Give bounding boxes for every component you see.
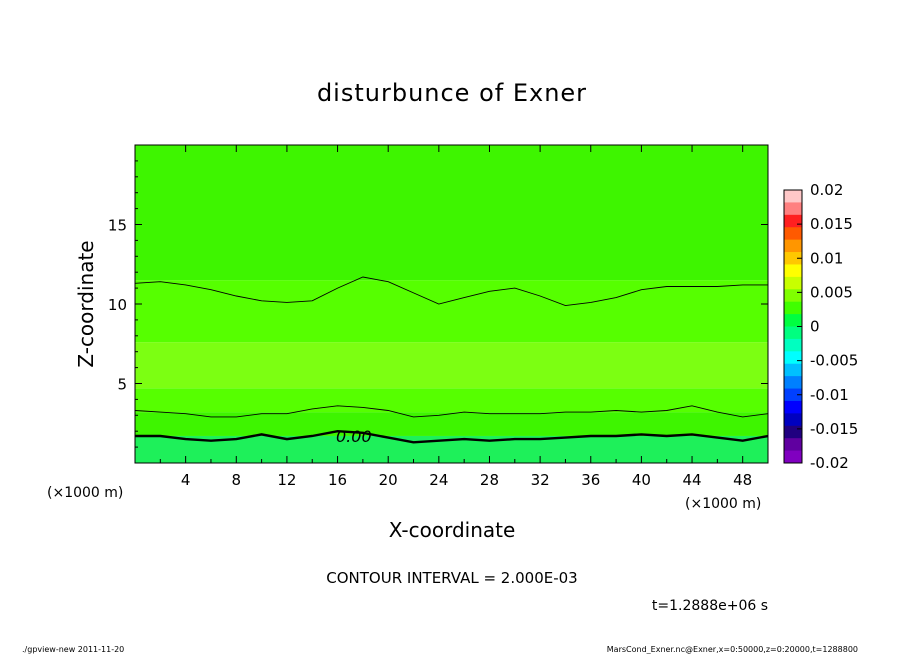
colorbar-swatch-10 (784, 314, 802, 327)
colorbar-label-7: -0.015 (810, 420, 858, 438)
colorbar-label-5: -0.005 (810, 352, 858, 370)
colorbar-swatch-16 (784, 388, 802, 402)
field-shading (135, 145, 768, 463)
x-tick-label-10: 44 (682, 471, 701, 489)
x-tick-label-9: 40 (632, 471, 651, 489)
x-tick-label-0: 4 (181, 471, 191, 489)
colorbar-label-2: 0.01 (810, 249, 843, 267)
x-unit-right: (×1000 m) (685, 496, 761, 512)
x-tick-label-5: 24 (429, 471, 448, 489)
colorbar-swatch-1 (784, 202, 802, 216)
x-tick-label-7: 32 (531, 471, 550, 489)
colorbar-swatch-11 (784, 326, 802, 340)
contour-line-2 (135, 276, 768, 307)
y-tick-label-2: 15 (108, 217, 127, 235)
x-tick-label-1: 8 (232, 471, 242, 489)
field-band-4 (135, 280, 768, 343)
colorbar-label-8: -0.02 (810, 454, 849, 472)
colorbar-swatch-21 (784, 450, 802, 464)
colorbar-swatch-9 (784, 301, 802, 315)
contour-interval-text: CONTOUR INTERVAL = 2.000E-03 (326, 569, 577, 587)
colorbar-swatch-17 (784, 400, 802, 414)
colorbar-swatch-7 (784, 276, 802, 290)
contour-line-1 (135, 405, 768, 418)
colorbar-swatch-0 (784, 190, 802, 203)
colorbar-label-4: 0 (810, 318, 820, 336)
time-text: t=1.2888e+06 s (652, 598, 768, 614)
chart-title: disturbunce of Exner (317, 79, 587, 107)
field-band-1 (135, 412, 768, 436)
x-tick-label-2: 12 (277, 471, 296, 489)
x-tick-label-11: 48 (733, 471, 752, 489)
x-tick-label-3: 16 (328, 471, 347, 489)
colorbar-swatch-6 (784, 264, 802, 278)
colorbar-label-1: 0.015 (810, 215, 853, 233)
colorbar-label-3: 0.005 (810, 283, 853, 301)
colorbar-swatch-2 (784, 214, 802, 228)
x-tick-label-4: 20 (379, 471, 398, 489)
colorbar-swatch-19 (784, 425, 802, 439)
y-axis-ticks: 5 10 15 (108, 160, 768, 448)
x-axis-label: X-coordinate (389, 518, 516, 542)
colorbar-swatch-12 (784, 338, 802, 352)
x-axis-ticks: 4 8 12 16 20 24 28 32 36 40 44 48 (159, 145, 752, 489)
y-tick-label-0: 5 (117, 376, 127, 394)
colorbar-swatch-4 (784, 239, 802, 253)
contour-lines (135, 276, 768, 444)
colorbar-swatch-3 (784, 227, 802, 241)
y-axis-label: Z-coordinate (74, 240, 98, 367)
field-band-5 (135, 145, 768, 281)
contour-label: 0.00 (336, 427, 372, 446)
y-tick-label-1: 10 (108, 296, 127, 314)
colorbar-swatch-14 (784, 363, 802, 377)
colorbar-label-6: -0.01 (810, 386, 849, 404)
colorbar-swatch-8 (784, 289, 802, 303)
colorbar-swatch-15 (784, 376, 802, 389)
x-tick-label-8: 36 (581, 471, 600, 489)
field-band-2 (135, 388, 768, 413)
colorbar-swatch-20 (784, 438, 802, 451)
colorbar-swatch-18 (784, 413, 802, 427)
colorbar-label-0: 0.02 (810, 181, 843, 199)
footer-right: MarsCond_Exner.nc@Exner,x=0:50000,z=0:20… (607, 645, 858, 654)
contour-line-0 (135, 429, 768, 444)
x-unit-left: (×1000 m) (47, 485, 123, 501)
colorbar-swatch-5 (784, 252, 802, 265)
colorbar: 0.02 0.015 0.01 0.005 0 -0.005 -0.01 -0.015 -0.0… (783, 181, 858, 472)
colorbar-swatch-13 (784, 351, 802, 365)
field-band-3 (135, 342, 768, 389)
footer-left: ./gpview-new 2011-11-20 (22, 645, 124, 654)
x-tick-label-6: 28 (480, 471, 499, 489)
